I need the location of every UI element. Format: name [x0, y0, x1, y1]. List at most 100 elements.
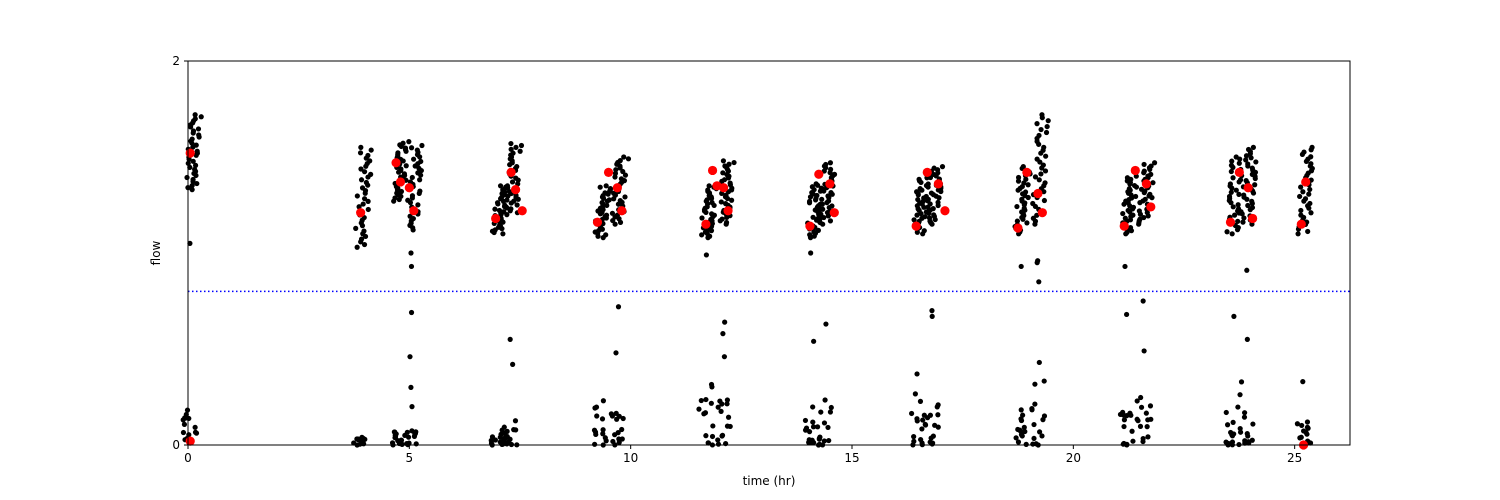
raw-point — [355, 436, 361, 442]
raw-point — [406, 139, 412, 145]
raw-point — [189, 136, 195, 142]
x-tick-label: 15 — [844, 451, 859, 465]
highlight-point — [185, 436, 195, 446]
raw-point — [703, 433, 709, 439]
raw-point — [1036, 132, 1042, 139]
raw-point — [1250, 421, 1256, 427]
raw-point — [1129, 428, 1135, 434]
raw-point — [184, 407, 191, 413]
raw-point — [935, 199, 941, 206]
raw-point — [1306, 191, 1312, 197]
raw-point — [1138, 186, 1145, 192]
highlight-point — [510, 185, 521, 195]
raw-point — [1142, 196, 1148, 202]
raw-point — [1309, 144, 1315, 150]
raw-point — [1015, 174, 1022, 181]
raw-point — [1305, 228, 1311, 235]
raw-point — [392, 195, 398, 201]
raw-point — [1022, 428, 1028, 435]
raw-point — [609, 413, 616, 419]
raw-point — [1015, 178, 1022, 184]
raw-point — [401, 171, 408, 177]
highlight-point — [1022, 167, 1032, 177]
raw-point — [514, 164, 520, 170]
highlight-point — [617, 206, 627, 216]
raw-point — [408, 263, 415, 270]
raw-point — [809, 184, 815, 190]
raw-point — [504, 183, 511, 189]
raw-point — [1245, 202, 1251, 209]
raw-point — [810, 419, 816, 425]
y-axis-label: flow — [149, 240, 163, 265]
raw-point — [1041, 197, 1048, 204]
highlight-point — [1234, 167, 1244, 177]
raw-point — [1252, 182, 1258, 188]
raw-point — [398, 439, 404, 445]
raw-point — [417, 188, 423, 194]
raw-point — [1125, 207, 1131, 214]
raw-point — [1143, 410, 1149, 416]
raw-point — [190, 158, 196, 164]
raw-point — [701, 411, 707, 417]
raw-point — [912, 391, 918, 397]
raw-point — [621, 154, 627, 160]
raw-point — [939, 164, 946, 170]
raw-point — [518, 142, 525, 149]
raw-point — [615, 430, 621, 436]
raw-point — [1127, 410, 1133, 416]
raw-point — [599, 416, 606, 422]
raw-point — [724, 397, 730, 403]
raw-point — [1121, 417, 1128, 423]
raw-point — [353, 225, 359, 231]
raw-point — [1036, 359, 1042, 366]
highlight-point — [395, 177, 406, 187]
raw-point — [1249, 204, 1256, 211]
raw-point — [1145, 434, 1151, 440]
raw-point — [726, 161, 732, 167]
raw-point — [696, 406, 702, 412]
raw-point — [361, 196, 368, 202]
raw-point — [408, 384, 414, 390]
raw-point — [1307, 186, 1313, 193]
raw-point — [1134, 398, 1140, 404]
raw-point — [1032, 174, 1039, 180]
raw-point — [928, 190, 935, 196]
raw-point — [1041, 378, 1047, 384]
raw-point — [507, 336, 513, 342]
raw-point — [510, 361, 516, 367]
raw-point — [704, 197, 710, 203]
highlight-point — [825, 179, 835, 189]
raw-point — [914, 189, 920, 195]
highlight-point — [517, 206, 527, 216]
raw-point — [1299, 422, 1305, 429]
raw-point — [415, 202, 421, 208]
raw-point — [615, 304, 622, 310]
raw-point — [405, 434, 412, 440]
raw-point — [723, 219, 730, 226]
raw-point — [1144, 424, 1150, 430]
highlight-points-layer — [185, 148, 1311, 450]
raw-point — [1237, 392, 1243, 398]
raw-point — [703, 396, 709, 403]
raw-point — [718, 408, 724, 414]
raw-point — [363, 179, 369, 186]
raw-point — [1150, 180, 1156, 186]
raw-point — [357, 150, 364, 156]
highlight-point — [829, 208, 839, 218]
highlight-point — [701, 219, 711, 229]
raw-point — [915, 196, 921, 203]
raw-point — [924, 415, 931, 421]
raw-point — [1126, 186, 1132, 192]
raw-point — [1043, 153, 1049, 159]
raw-point — [1138, 404, 1145, 410]
raw-point — [1224, 422, 1231, 428]
raw-point — [1022, 189, 1029, 195]
raw-point — [600, 398, 606, 404]
raw-point — [187, 240, 193, 246]
raw-point — [1231, 313, 1237, 319]
raw-point — [1031, 421, 1037, 428]
raw-point — [1036, 429, 1043, 435]
raw-point — [409, 404, 415, 410]
raw-point — [603, 183, 609, 189]
